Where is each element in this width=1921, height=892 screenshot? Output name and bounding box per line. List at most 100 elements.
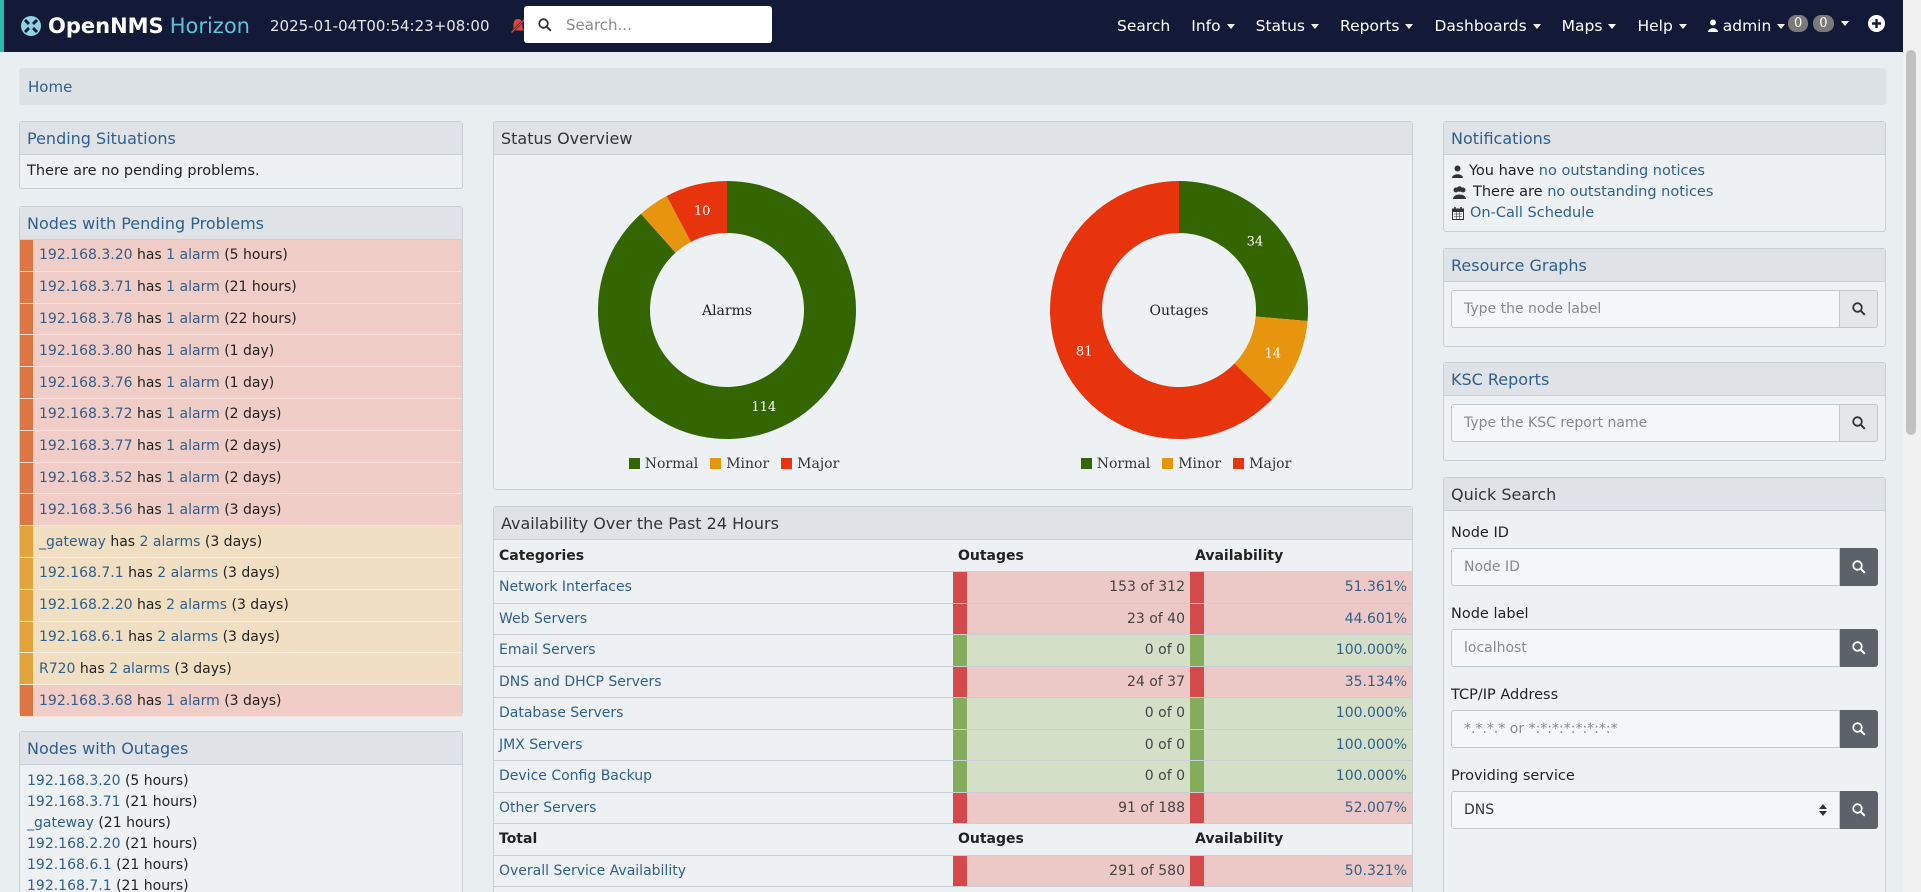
breadcrumb-home[interactable]: Home — [28, 78, 73, 96]
outage-node-link[interactable]: 192.168.3.20 — [27, 773, 121, 789]
problem-node-link[interactable]: 192.168.7.1 — [39, 565, 124, 582]
problem-node-link[interactable]: 192.168.3.56 — [39, 501, 133, 518]
outage-node-link[interactable]: 192.168.6.1 — [27, 857, 112, 873]
menu-search[interactable]: Search — [1117, 17, 1171, 35]
ip-address-search-button[interactable] — [1840, 710, 1878, 748]
menu-info[interactable]: Info — [1191, 17, 1235, 35]
problem-node-link[interactable]: 192.168.3.68 — [39, 692, 133, 709]
notice-count-badge[interactable]: 0 — [1813, 14, 1834, 32]
outage-node-link[interactable]: 192.168.2.20 — [27, 836, 121, 852]
node-label-input[interactable] — [1451, 629, 1840, 667]
resource-graphs-search-button[interactable] — [1840, 290, 1878, 328]
alarm-count-badge[interactable]: 0 — [1788, 14, 1809, 32]
availability-value[interactable]: 51.361% — [1344, 579, 1407, 596]
notifications-title[interactable]: Notifications — [1444, 122, 1885, 155]
problem-alarms-link[interactable]: 1 alarm — [166, 279, 220, 296]
outages-slice-major[interactable] — [1050, 181, 1272, 439]
category-link[interactable]: JMX Servers — [499, 736, 583, 753]
all-notices-link[interactable]: no outstanding notices — [1547, 184, 1714, 200]
problem-node-link[interactable]: 192.168.3.52 — [39, 469, 133, 486]
category-link[interactable]: Network Interfaces — [499, 579, 632, 596]
chevron-down-icon[interactable] — [1840, 20, 1849, 26]
providing-service-select[interactable]: DNS — [1451, 791, 1840, 829]
category-link[interactable]: Device Config Backup — [499, 768, 653, 785]
availability-value[interactable]: 100.000% — [1335, 736, 1407, 753]
page-scrollbar-thumb[interactable] — [1906, 50, 1916, 435]
ksc-reports-title[interactable]: KSC Reports — [1444, 363, 1885, 396]
add-icon[interactable] — [1867, 14, 1886, 33]
category-link[interactable]: Other Servers — [499, 799, 597, 816]
problem-node-link[interactable]: 192.168.3.20 — [39, 247, 133, 264]
alarms-slice-minor[interactable] — [640, 196, 691, 253]
problem-alarms-link[interactable]: 2 alarms — [157, 628, 219, 645]
problem-alarms-link[interactable]: 1 alarm — [166, 406, 220, 423]
pending-situations-title[interactable]: Pending Situations — [20, 122, 462, 155]
node-id-input[interactable] — [1451, 548, 1840, 586]
category-link[interactable]: Overall Service Availability — [499, 862, 686, 879]
providing-service-search-button[interactable] — [1840, 791, 1878, 829]
category-link[interactable]: Database Servers — [499, 705, 624, 722]
global-search-box[interactable] — [524, 6, 772, 43]
menu-dashboards[interactable]: Dashboards — [1434, 17, 1541, 35]
category-link[interactable]: Email Servers — [499, 642, 596, 659]
menu-help[interactable]: Help — [1637, 17, 1687, 35]
ksc-reports-search-button[interactable] — [1840, 404, 1878, 442]
global-search-input[interactable] — [566, 15, 756, 34]
resource-graphs-input[interactable] — [1451, 290, 1840, 328]
outages-slice-normal[interactable] — [1179, 181, 1308, 321]
availability-value[interactable]: 100.000% — [1335, 642, 1407, 659]
nodes-with-outages-title[interactable]: Nodes with Outages — [20, 732, 462, 765]
on-call-schedule-link[interactable]: On-Call Schedule — [1470, 205, 1595, 221]
availability-value[interactable]: 100.000% — [1335, 705, 1407, 722]
outage-node-link[interactable]: 192.168.7.1 — [27, 878, 112, 892]
problem-alarms-link[interactable]: 2 alarms — [139, 533, 201, 550]
user-notices-link[interactable]: no outstanding notices — [1538, 163, 1705, 179]
notifications-muted-icon[interactable] — [509, 17, 527, 35]
problem-alarms-link[interactable]: 1 alarm — [166, 374, 220, 391]
problem-node-link[interactable]: 192.168.6.1 — [39, 628, 124, 645]
menu-status[interactable]: Status — [1256, 17, 1320, 35]
menu-reports[interactable]: Reports — [1340, 17, 1414, 35]
problem-node-link[interactable]: R720 — [39, 660, 76, 677]
problem-node-link[interactable]: 192.168.3.72 — [39, 406, 133, 423]
problem-node-link[interactable]: 192.168.3.76 — [39, 374, 133, 391]
problem-node-link[interactable]: _gateway — [39, 533, 106, 550]
problem-node-link[interactable]: 192.168.3.80 — [39, 342, 133, 359]
problem-alarms-link[interactable]: 1 alarm — [166, 247, 220, 264]
availability-value[interactable]: 44.601% — [1344, 610, 1407, 627]
alarms-slice-normal[interactable] — [598, 181, 856, 439]
availability-value[interactable]: 50.321% — [1344, 862, 1407, 879]
problem-alarms-link[interactable]: 2 alarms — [166, 597, 228, 614]
problem-node-link[interactable]: 192.168.3.78 — [39, 310, 133, 327]
outage-node-link[interactable]: _gateway — [27, 815, 94, 831]
availability-value[interactable]: 100.000% — [1335, 768, 1407, 785]
resource-graphs-title[interactable]: Resource Graphs — [1444, 249, 1885, 282]
problem-alarms-link[interactable]: 1 alarm — [166, 692, 220, 709]
brand[interactable]: OpenNMS Horizon — [20, 14, 250, 38]
problem-node-link[interactable]: 192.168.2.20 — [39, 597, 133, 614]
problem-alarms-link[interactable]: 2 alarms — [157, 565, 219, 582]
node-id-search-button[interactable] — [1840, 548, 1878, 586]
problem-alarms-link[interactable]: 1 alarm — [166, 501, 220, 518]
alarms-slice-major[interactable] — [666, 181, 727, 242]
problem-alarms-link[interactable]: 2 alarms — [109, 660, 170, 677]
availability-value[interactable]: 35.134% — [1344, 673, 1407, 690]
outages-slice-minor[interactable] — [1234, 316, 1308, 400]
menu-maps[interactable]: Maps — [1562, 17, 1617, 35]
problem-alarms-link[interactable]: 1 alarm — [166, 310, 220, 327]
problem-alarms-link[interactable]: 1 alarm — [166, 342, 220, 359]
ksc-reports-input[interactable] — [1451, 404, 1840, 442]
category-link[interactable]: Web Servers — [499, 610, 588, 627]
node-label-search-button[interactable] — [1840, 629, 1878, 667]
outage-node-link[interactable]: 192.168.3.71 — [27, 794, 121, 810]
problem-alarms-link[interactable]: 1 alarm — [166, 438, 220, 455]
legend-normal-swatch — [628, 458, 640, 469]
category-link[interactable]: DNS and DHCP Servers — [499, 673, 662, 690]
ip-address-input[interactable] — [1451, 710, 1840, 748]
problem-node-link[interactable]: 192.168.3.71 — [39, 279, 133, 296]
availability-value[interactable]: 52.007% — [1344, 799, 1407, 816]
pending-problems-title[interactable]: Nodes with Pending Problems — [20, 207, 462, 240]
problem-alarms-link[interactable]: 1 alarm — [166, 469, 220, 486]
problem-node-link[interactable]: 192.168.3.77 — [39, 438, 133, 455]
menu-user[interactable]: admin — [1707, 17, 1786, 35]
